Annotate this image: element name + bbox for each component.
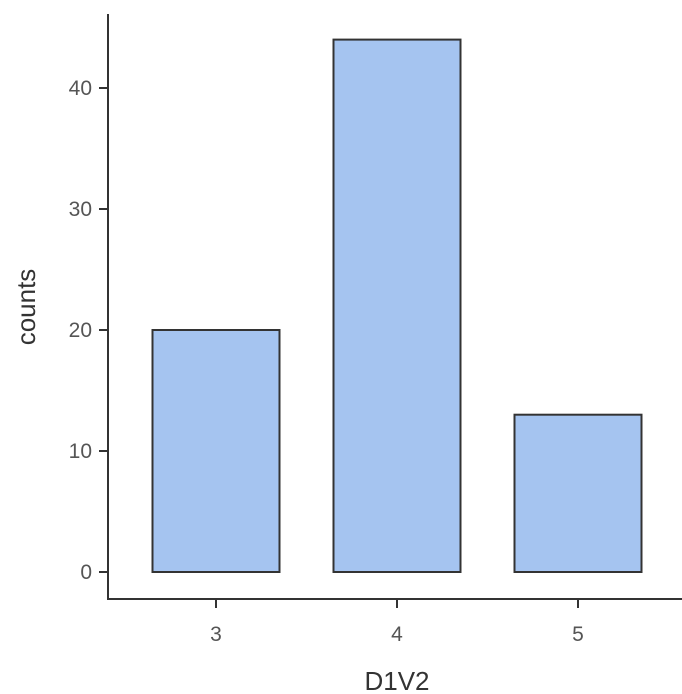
x-axis-title: D1V2: [364, 666, 429, 694]
x-ticks-layer: 3 4 5: [210, 599, 584, 646]
bar-5: [513, 413, 643, 574]
y-tick-label: 0: [80, 561, 92, 584]
y-tick-label: 40: [69, 77, 92, 100]
x-tick-label: 4: [391, 623, 403, 646]
y-tick-label: 20: [69, 319, 92, 342]
x-tick-label: 5: [572, 623, 584, 646]
y-tick-label: 10: [69, 440, 92, 463]
y-ticks-layer: 0 10 20 30 40: [69, 77, 108, 584]
y-axis-title: counts: [11, 269, 41, 346]
bars-layer: [151, 38, 643, 574]
bar-4: [332, 38, 462, 574]
x-tick-label: 3: [210, 623, 222, 646]
y-tick-label: 30: [69, 198, 92, 221]
bar-3: [151, 329, 281, 573]
